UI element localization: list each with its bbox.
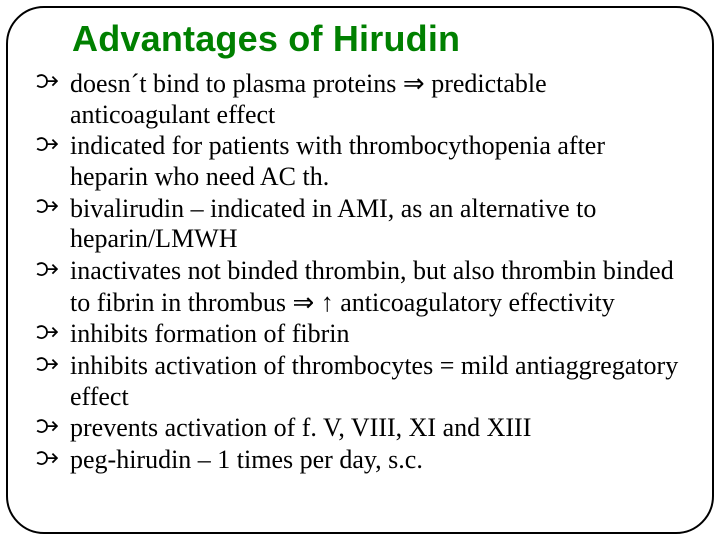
slide-title: Advantages of Hirudin <box>72 18 684 60</box>
slide-frame: Advantages of Hirudin doesn´t bind to pl… <box>6 6 714 534</box>
bullet-item: indicated for patients with thrombocytho… <box>36 131 684 192</box>
bullet-item: doesn´t bind to plasma proteins ⇒ predic… <box>36 68 684 130</box>
bullet-item: peg-hirudin – 1 times per day, s.c. <box>36 445 684 476</box>
bullet-item: bivalirudin – indicated in AMI, as an al… <box>36 194 684 255</box>
bullet-item: inhibits formation of fibrin <box>36 319 684 350</box>
bullet-list: doesn´t bind to plasma proteins ⇒ predic… <box>36 68 684 476</box>
bullet-item: inactivates not binded thrombin, but als… <box>36 256 684 318</box>
bullet-item: prevents activation of f. V, VIII, XI an… <box>36 413 684 444</box>
bullet-item: inhibits activation of thrombocytes = mi… <box>36 351 684 412</box>
